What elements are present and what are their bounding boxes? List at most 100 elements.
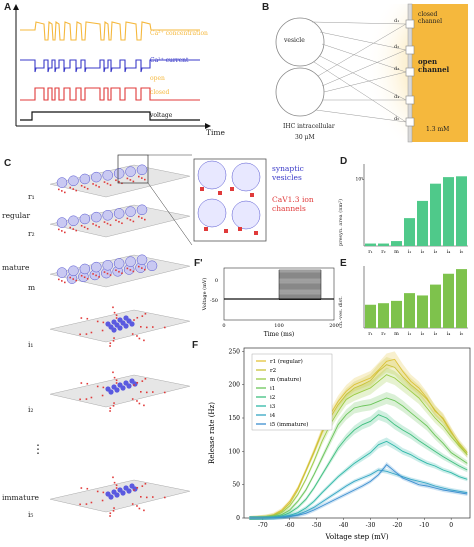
vesicle-marker — [102, 260, 113, 271]
channel-marker — [85, 333, 88, 335]
bar-tick-label: i₃ — [434, 249, 438, 255]
legend-box — [251, 353, 333, 431]
panel-b-diagram — [275, 3, 468, 143]
bar — [430, 284, 441, 328]
bar — [378, 243, 389, 246]
channel-marker — [121, 222, 123, 225]
row-label-i2: i₂ — [28, 405, 34, 414]
channel-marker — [112, 340, 115, 342]
channel-marker — [61, 280, 63, 282]
xtick-label: -50 — [312, 522, 322, 529]
panel-label-f: F — [192, 340, 199, 351]
bar-tick-label: m — [394, 249, 399, 255]
channel-marker — [80, 184, 83, 187]
bar — [417, 295, 428, 328]
label-time: Time — [206, 128, 225, 137]
label-open: open — [150, 75, 165, 82]
panel-label-b: B — [262, 2, 270, 13]
vesicle-marker — [126, 488, 132, 494]
channel-marker — [80, 274, 83, 277]
bar-tick-label: i₄ — [447, 331, 451, 337]
panel-label-c: C — [4, 158, 12, 169]
channel-marker — [83, 276, 86, 279]
channel-marker — [113, 337, 115, 339]
channel-marker — [113, 402, 115, 404]
channel-marker — [80, 382, 83, 384]
group-label-regular: regular — [2, 211, 31, 220]
bar-tick-label: m — [394, 331, 399, 337]
channel-marker — [85, 398, 88, 400]
channel-marker — [138, 507, 141, 510]
bar — [378, 303, 389, 328]
channel-marker — [144, 482, 147, 485]
channel-marker — [143, 509, 145, 512]
vesicle-marker — [108, 494, 114, 500]
channel-marker — [90, 331, 93, 334]
bar — [456, 176, 467, 246]
vesicle-marker — [113, 168, 125, 179]
vesicle-marker — [68, 265, 79, 277]
channel-marker — [113, 311, 116, 314]
ytick-label: 100 — [229, 448, 241, 455]
legend-entry: i4 — [270, 413, 276, 419]
channel-marker — [95, 184, 97, 187]
vesicle-marker — [68, 175, 79, 187]
series-band — [249, 367, 468, 520]
channel-marker — [131, 333, 134, 335]
channel-marker — [86, 382, 89, 385]
ytick-label: 200 — [229, 382, 241, 389]
channel-marker — [103, 181, 106, 183]
channel-marker — [95, 224, 97, 227]
xtick-label: -40 — [339, 522, 349, 529]
ytick-label: 250 — [229, 348, 241, 355]
ellipsis-vertical: ⋮ — [32, 442, 44, 456]
channel-marker — [112, 371, 114, 374]
channel-marker — [140, 326, 142, 328]
bar — [443, 177, 454, 246]
ytick-label: 150 — [229, 415, 241, 422]
series-line — [249, 464, 468, 519]
channel-marker — [118, 180, 120, 183]
channel-marker — [79, 333, 81, 336]
channel-marker — [151, 496, 154, 498]
channel-marker — [102, 386, 105, 389]
xtick-label: -20 — [393, 522, 403, 529]
channel-marker — [140, 496, 142, 498]
vesicle-marker — [56, 217, 68, 228]
channel-marker — [86, 317, 89, 320]
vesicle-marker — [111, 327, 117, 333]
channel-marker — [129, 219, 132, 221]
label-d3: d₃ — [394, 66, 400, 72]
channel-marker — [132, 180, 135, 183]
ca-current-trace — [20, 59, 200, 73]
channel-marker — [106, 182, 109, 185]
channel-marker — [144, 178, 146, 181]
channel-marker — [163, 326, 166, 329]
panel-label-d: D — [340, 156, 348, 167]
series-line — [249, 364, 468, 519]
channel-marker — [112, 510, 115, 512]
channel-marker — [163, 391, 166, 394]
channel-marker — [103, 271, 106, 273]
channel-marker — [109, 224, 112, 226]
channel-marker — [96, 490, 99, 493]
channel-marker — [141, 177, 143, 179]
label-voltage: voltage — [150, 112, 173, 119]
label-conc-outside: 1.3 mM — [426, 126, 450, 133]
channel-marker — [61, 190, 63, 192]
channel-marker — [144, 218, 146, 221]
channel-marker — [80, 224, 83, 227]
zoom-box — [117, 154, 149, 184]
channel-marker — [86, 187, 89, 190]
bar — [365, 243, 376, 246]
extracellular-region — [412, 4, 468, 142]
channel-marker — [126, 177, 129, 180]
label-vesicle: vesicle — [284, 37, 305, 44]
channel-marker — [151, 326, 154, 328]
bar — [404, 218, 415, 246]
label-d1: d₁ — [394, 18, 400, 24]
voltage-trace — [20, 111, 200, 121]
channel-marker — [115, 219, 117, 222]
channel-marker — [136, 486, 139, 489]
channel-marker — [98, 186, 100, 188]
